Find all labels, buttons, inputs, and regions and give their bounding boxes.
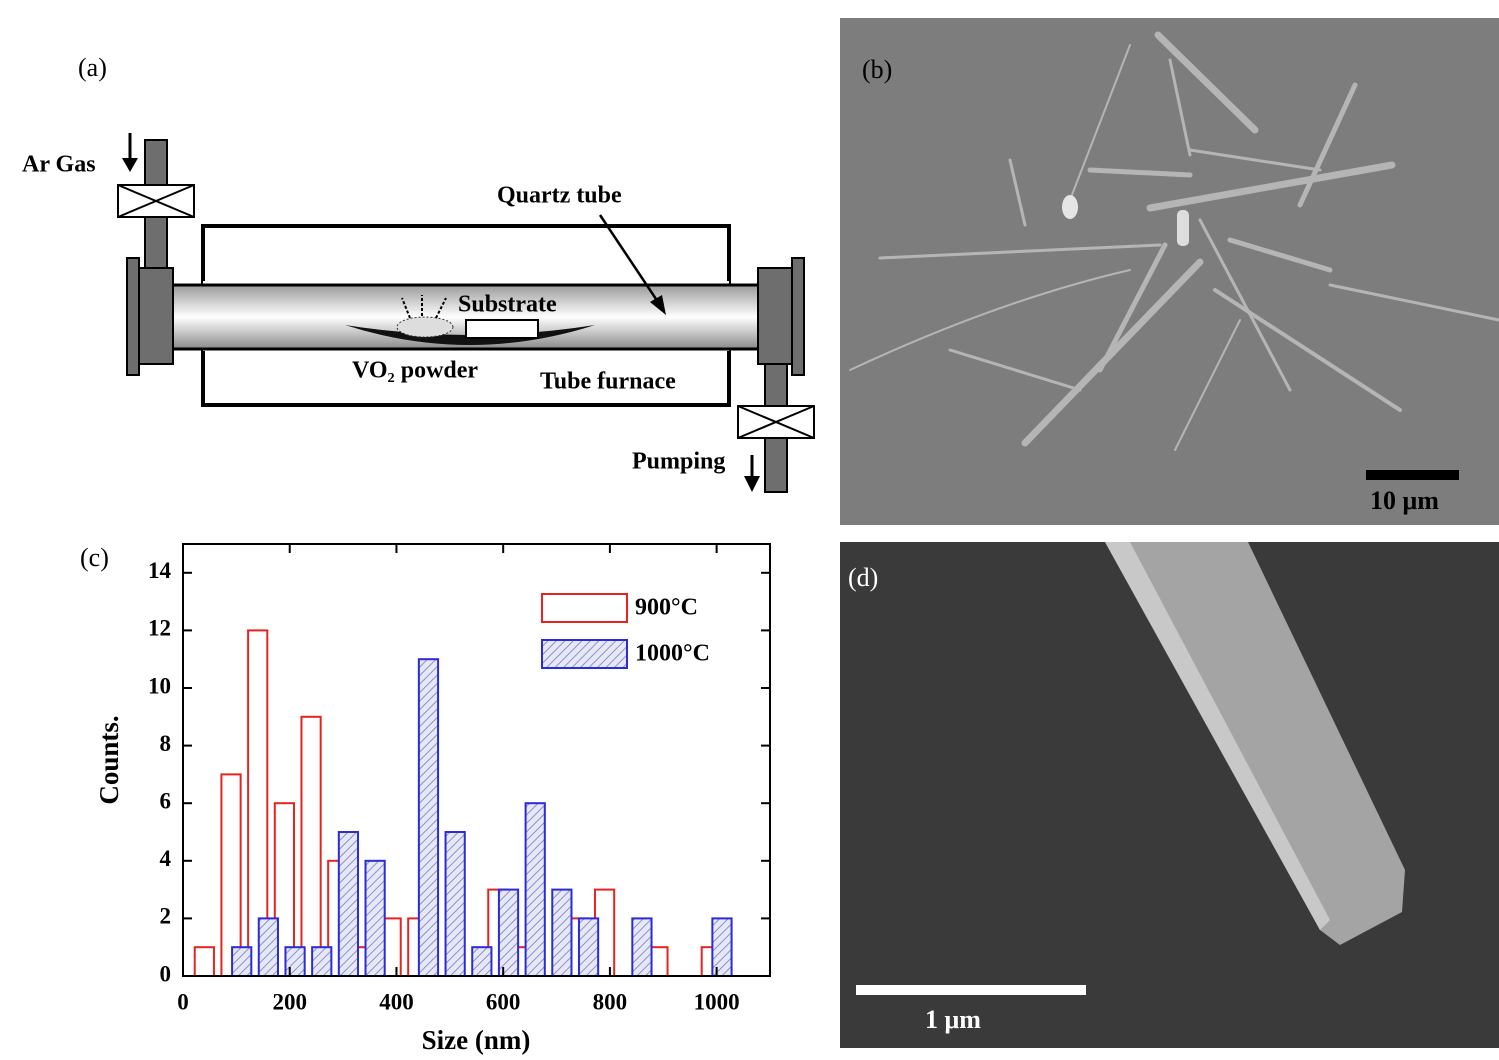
bar: [577, 917, 600, 978]
x-tick-label: 400: [379, 989, 414, 1014]
bar: [364, 859, 386, 977]
legend-swatch: [541, 593, 628, 623]
nanowires: [849, 31, 1499, 451]
pointer-arrow: [598, 214, 662, 306]
bar: [337, 831, 360, 977]
x-tick-label: 1000: [694, 989, 740, 1014]
panel-label: (b): [862, 55, 892, 84]
bar: [631, 917, 653, 978]
panel-b: 10 μm (b): [840, 18, 1499, 525]
label: Ar Gas: [22, 152, 96, 178]
bar: [417, 658, 440, 977]
flange: [757, 267, 793, 365]
bar: [711, 917, 733, 978]
label: Substrate: [458, 292, 557, 318]
bar: [300, 715, 322, 977]
bar: [193, 946, 215, 978]
y-tick-label: 6: [160, 788, 172, 813]
label: VO₂ powder: [352, 358, 478, 384]
x-tick-label: 600: [486, 989, 521, 1014]
x-axis-label: Size (nm): [422, 1025, 531, 1055]
y-tick-label: 2: [160, 904, 172, 929]
substrate: [465, 319, 539, 339]
scale-label: 1 μm: [925, 1005, 981, 1034]
y-tick-label: 4: [160, 846, 172, 871]
arrow-head: [650, 295, 666, 315]
vapor-arrows: [401, 295, 447, 319]
panel-label: (d): [848, 563, 878, 592]
bar: [220, 773, 242, 978]
scale-bar: [1366, 470, 1459, 480]
bar: [311, 946, 333, 978]
bar: [231, 946, 253, 978]
y-tick-label: 12: [148, 616, 171, 641]
panel-label: (c): [80, 543, 109, 572]
flange: [138, 267, 174, 365]
particle: [1177, 210, 1189, 246]
powder: [396, 316, 454, 338]
y-tick-label: 8: [160, 731, 172, 756]
y-axis-label: Counts.: [94, 715, 124, 804]
scale-label: 10 μm: [1370, 486, 1439, 515]
valve-cross: [737, 405, 815, 439]
arrow-head: [122, 158, 138, 172]
bar: [471, 946, 493, 978]
x-tick-label: 800: [593, 989, 628, 1014]
label: Pumping: [632, 449, 725, 475]
plot-frame: [182, 543, 771, 977]
sem-image: [840, 18, 1499, 525]
bar: [551, 888, 573, 977]
legend-label: 900°C: [635, 595, 698, 621]
x-tick-label: 200: [272, 989, 307, 1014]
label: Quartz tube: [497, 183, 622, 209]
y-tick-label: 10: [148, 673, 171, 698]
nanorod-facet: [1105, 542, 1330, 930]
valve-cross: [117, 184, 195, 218]
bar: [257, 917, 279, 978]
particle: [1062, 195, 1078, 219]
panel-c: (c) Size (nm) Counts. 0 200 400 600 800 1000 0…: [80, 543, 771, 1055]
legend-swatch: [541, 639, 628, 669]
bar: [524, 802, 546, 978]
x-tick-label: 0: [177, 989, 189, 1014]
panel-label: (a): [78, 53, 107, 82]
y-tick-label: 0: [160, 961, 172, 986]
scale-bar: [856, 985, 1086, 995]
arrow-head: [744, 476, 760, 492]
panel-d: 1 μm (d): [840, 542, 1499, 1048]
panel-a: (a) Ar Gas Quartz tube Substrate VO₂ pow…: [22, 53, 815, 493]
label: Tube furnace: [540, 369, 676, 395]
legend-label: 1000°C: [635, 641, 710, 667]
bar: [284, 946, 306, 978]
bar: [497, 888, 520, 977]
y-tick-label: 14: [148, 558, 172, 583]
flange: [126, 257, 140, 376]
bar: [444, 831, 466, 977]
flange: [791, 257, 805, 376]
